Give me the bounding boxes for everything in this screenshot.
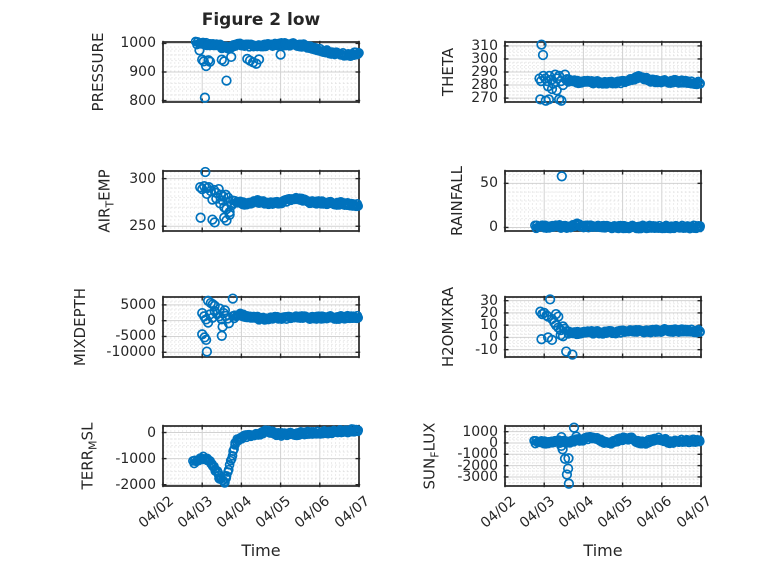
y-tick-label: 900 — [129, 64, 156, 80]
y-tick-label: 20 — [480, 304, 498, 321]
scatter-points — [534, 39, 572, 106]
x-tick-label: 04/06 — [292, 493, 334, 532]
y-tick-label: 0 — [489, 219, 498, 236]
subplot-air_temp — [161, 166, 364, 233]
y-tick-label: 300 — [471, 50, 498, 67]
scatter-points — [556, 422, 582, 489]
x-tick-label: 04/02 — [135, 493, 177, 532]
subplot-rainfall — [503, 169, 706, 234]
x-tick-label: 04/05 — [253, 493, 295, 532]
y-tick-label: -10 — [475, 341, 498, 358]
scatter-points — [556, 171, 567, 182]
y-tick-label: 300 — [129, 170, 156, 187]
scatter-points — [194, 45, 286, 103]
scatter-band — [562, 323, 705, 340]
y-tick-label: -1000 — [457, 446, 498, 463]
subplot-pressure — [161, 36, 364, 104]
y-tick-label: 5000 — [120, 296, 156, 313]
y-tick-label: 800 — [129, 92, 156, 109]
scatter-band — [188, 424, 364, 488]
y-tick-label: 290 — [471, 64, 498, 80]
subplot-terr_msl — [161, 424, 364, 488]
y-axis-label-rainfall: RAINFALL — [447, 166, 466, 236]
y-axis-label-terr_msl: TERRMSL — [78, 422, 100, 490]
x-tick-label: 04/05 — [595, 493, 637, 532]
y-tick-label: -10000 — [106, 344, 156, 361]
y-tick-label: 0 — [489, 329, 498, 346]
y-axis-label-theta: THETA — [439, 47, 458, 97]
x-tick-label: 04/07 — [331, 493, 373, 532]
subplot-h2omixra — [503, 294, 705, 360]
y-axis-label-pressure: PRESSURE — [88, 32, 107, 112]
y-tick-label: 0 — [147, 312, 156, 329]
scatter-points — [535, 294, 578, 360]
x-tick-label: 04/03 — [516, 493, 558, 532]
scatter-band — [228, 308, 364, 325]
y-tick-label: 30 — [480, 292, 498, 309]
x-tick-label: 04/03 — [174, 493, 216, 532]
x-tick-label: 04/02 — [477, 493, 519, 532]
subplot-mixdepth — [161, 293, 364, 359]
y-tick-label: -2000 — [115, 476, 156, 493]
scatter-points — [197, 293, 238, 357]
y-tick-label: -1000 — [115, 450, 156, 467]
y-tick-label: 1000 — [120, 35, 156, 52]
y-tick-label: -5000 — [115, 328, 156, 345]
scatter-band — [562, 71, 705, 90]
scatter-band — [228, 192, 364, 212]
y-tick-label: 50 — [480, 175, 498, 192]
x-axis-label-right: Time — [583, 541, 623, 560]
y-axis-label-h2omixra: H2OMIXRA — [439, 286, 458, 368]
y-tick-label: 0 — [147, 424, 156, 441]
y-tick-label: 10 — [480, 317, 498, 334]
subplot-sun_flux — [503, 422, 705, 489]
scatter-band — [530, 218, 706, 234]
y-tick-label: 1000 — [462, 423, 498, 440]
x-tick-label: 04/04 — [555, 493, 598, 532]
scatter-points — [195, 166, 237, 228]
y-axis-label-mixdepth: MIXDEPTH — [71, 287, 90, 367]
x-tick-label: 04/06 — [634, 493, 676, 532]
y-tick-label: -3000 — [457, 468, 498, 485]
y-axis-label-sun_flux: SUNFLUX — [420, 422, 442, 490]
y-tick-label: -2000 — [457, 457, 498, 474]
subplot-theta — [503, 39, 705, 106]
x-axis-label-left: Time — [241, 541, 281, 560]
y-tick-label: 270 — [471, 90, 498, 107]
y-axis-label-air_temp: AIRTEMP — [95, 169, 117, 233]
y-tick-label: 310 — [471, 37, 498, 54]
x-tick-label: 04/07 — [673, 493, 715, 532]
y-tick-label: 0 — [489, 434, 498, 451]
y-tick-label: 250 — [129, 218, 156, 235]
figure-title: Figure 2 low — [201, 10, 321, 30]
scatter-band — [190, 36, 364, 61]
x-tick-label: 04/04 — [213, 493, 256, 532]
y-tick-label: 280 — [471, 77, 498, 94]
